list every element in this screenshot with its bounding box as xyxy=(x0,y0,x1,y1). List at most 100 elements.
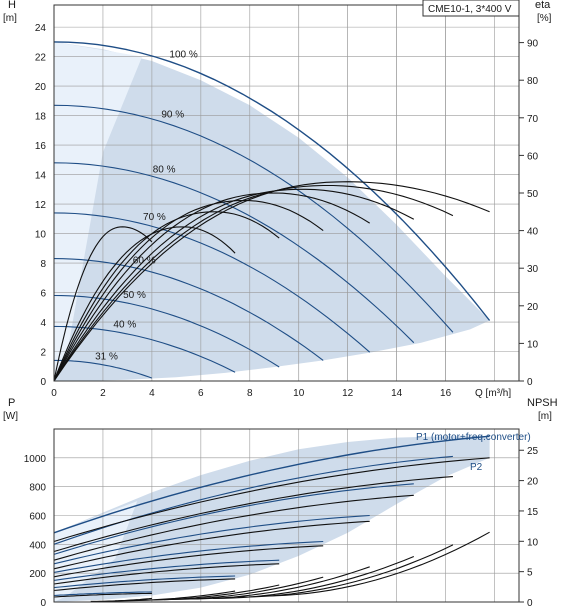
p1-curve xyxy=(53,435,490,534)
x-tick-label: 2 xyxy=(100,388,106,399)
p1-curve xyxy=(53,540,324,573)
y-tick-label: 800 xyxy=(29,483,46,494)
top-grid xyxy=(54,5,519,381)
head-curve xyxy=(53,212,371,353)
y-tick-label: 18 xyxy=(35,112,47,123)
efficiency-curve xyxy=(53,184,454,382)
npsh-curve xyxy=(213,555,415,599)
x-tick-label: 6 xyxy=(198,388,204,399)
bottom-grid xyxy=(54,429,519,602)
x-tick-label: 12 xyxy=(342,388,354,399)
head-curve xyxy=(53,258,324,361)
speed-label: 80 % xyxy=(153,164,176,175)
head-curve xyxy=(54,359,153,379)
y-tick-label: 600 xyxy=(29,512,46,523)
y-tick-label: 4 xyxy=(40,318,46,329)
p1-curve xyxy=(53,559,280,581)
y-tick-label: 14 xyxy=(35,171,47,182)
top-y-axis-label: H xyxy=(8,0,16,11)
npsh-curve xyxy=(237,544,454,598)
chart-title: CME10-1, 3*400 V xyxy=(428,4,512,15)
top-curves: 100 %90 %80 %70 %60 %50 %40 %31 % xyxy=(53,41,491,382)
npsh-curve xyxy=(90,597,152,602)
bottom-plot-frame xyxy=(53,428,520,603)
y2-tick-label: 50 xyxy=(527,189,539,200)
y2-tick-label: 25 xyxy=(527,446,539,457)
y2-tick-label: 80 xyxy=(527,76,539,87)
speed-label: 40 % xyxy=(113,319,136,330)
efficiency-curve xyxy=(53,211,280,382)
light-area-fill xyxy=(54,501,138,602)
y2-tick-label: 10 xyxy=(527,537,539,548)
y-tick-label: 10 xyxy=(35,230,47,241)
bottom-curves xyxy=(53,435,490,602)
y2-tick-label: 15 xyxy=(527,507,539,518)
x-tick-label: 16 xyxy=(440,388,452,399)
npsh-curve xyxy=(164,576,324,601)
y-tick-label: 12 xyxy=(35,200,47,211)
p2-curve xyxy=(53,592,152,598)
bottom-y2-axis-label: NPSH xyxy=(527,397,558,409)
p1-curve xyxy=(53,514,370,565)
head-curve xyxy=(53,325,236,373)
p2-curve xyxy=(53,563,280,585)
y-tick-label: 0 xyxy=(40,598,46,609)
bottom-tick-labels: 0 200 400 600 800 1000 0 5 10 15 20 25 xyxy=(24,446,539,609)
p2-curve xyxy=(53,578,236,592)
bottom-operating-area xyxy=(54,436,490,602)
p1-curve xyxy=(53,575,236,589)
x-tick-label: 0 xyxy=(51,388,57,399)
x-tick-label: 14 xyxy=(391,388,403,399)
p1-series-label: P1 (motor+freq.converter) xyxy=(416,432,531,443)
y-tick-label: 400 xyxy=(29,540,46,551)
p1-curve xyxy=(53,591,152,597)
x-tick-label: 8 xyxy=(247,388,253,399)
y2-tick-label: 30 xyxy=(527,264,539,275)
y-tick-label: 22 xyxy=(35,53,47,64)
head-curve xyxy=(53,41,491,321)
head-curve xyxy=(53,104,454,333)
top-y-axis-unit: [m] xyxy=(3,13,17,24)
y2-tick-label: 0 xyxy=(527,377,533,388)
top-tick-labels: 0 2 4 6 8 10 12 14 16024681012141618202224010203… xyxy=(35,23,539,399)
y-tick-label: 20 xyxy=(35,82,47,93)
y2-tick-label: 40 xyxy=(527,227,539,238)
bottom-y2-axis-unit: [m] xyxy=(538,411,552,422)
y-tick-label: 6 xyxy=(40,289,46,300)
bottom-y-axis-label: P xyxy=(8,397,15,409)
y2-tick-label: 60 xyxy=(527,151,539,162)
operating-area-fill xyxy=(54,436,490,602)
y-tick-label: 16 xyxy=(35,141,47,152)
x-tick-label: 10 xyxy=(293,388,305,399)
y2-tick-label: 20 xyxy=(527,302,539,313)
operating-area-fill xyxy=(54,41,490,382)
y-tick-label: 0 xyxy=(40,377,46,388)
head-curve xyxy=(53,162,415,344)
x-tick-label: 4 xyxy=(149,388,155,399)
p2-series-label: P2 xyxy=(470,462,483,473)
y2-tick-label: 90 xyxy=(527,39,539,50)
npsh-curve xyxy=(188,566,370,600)
y2-tick-label: 5 xyxy=(527,568,533,579)
speed-label: 50 % xyxy=(123,290,146,301)
speed-label: 70 % xyxy=(143,212,166,223)
p2-curve xyxy=(53,476,453,553)
speed-label: 100 % xyxy=(169,49,197,60)
p2-curve xyxy=(53,457,490,543)
efficiency-curve xyxy=(53,226,236,382)
y-tick-label: 1000 xyxy=(24,454,47,465)
y-tick-label: 24 xyxy=(35,23,47,34)
p2-curve xyxy=(53,494,414,561)
npsh-curve xyxy=(115,590,236,602)
top-y2-axis-label: eta xyxy=(535,0,551,11)
speed-label: 90 % xyxy=(161,110,184,121)
npsh-curve xyxy=(261,531,490,597)
y-tick-label: 2 xyxy=(40,348,46,359)
p2-curve xyxy=(53,520,370,570)
y2-tick-label: 0 xyxy=(527,598,533,609)
y-tick-label: 200 xyxy=(29,569,46,580)
efficiency-curve xyxy=(53,199,324,382)
y2-tick-label: 20 xyxy=(527,477,539,488)
